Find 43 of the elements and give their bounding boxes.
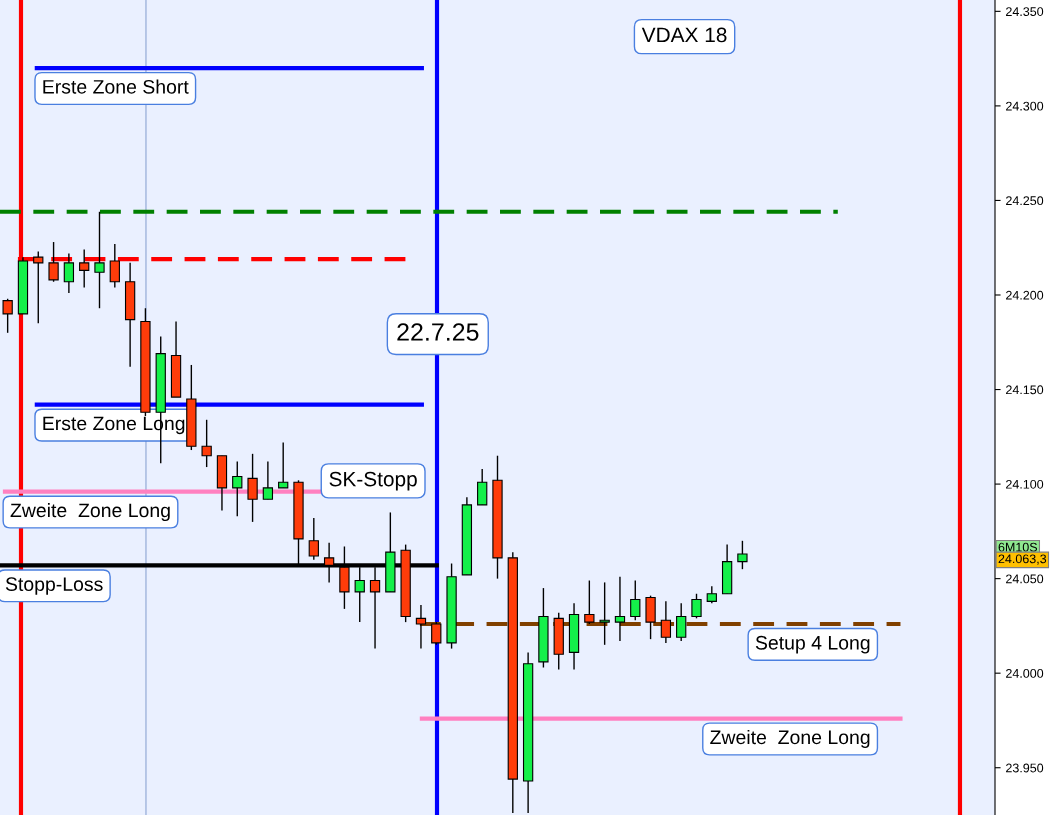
- candlestick: [109, 243, 120, 289]
- y-tick-label: 23.950: [1006, 763, 1044, 773]
- candlestick: [599, 581, 610, 646]
- candlestick: [415, 604, 427, 650]
- candlestick: [232, 460, 243, 517]
- annotation: 22.7.25: [397, 323, 479, 341]
- y-tick-label: 24.150: [1006, 385, 1044, 395]
- candlestick: [48, 241, 59, 283]
- candlestick: [201, 419, 212, 468]
- ref-line-label: Erste Zone Short: [43, 79, 189, 94]
- candlestick: [737, 540, 748, 570]
- candlestick: [94, 211, 105, 309]
- candlestick: [278, 441, 289, 489]
- candlestick: [63, 252, 75, 294]
- text: 6M10S: [998, 542, 1038, 552]
- candlestick: [308, 517, 319, 561]
- y-tick-label: 24.250: [1006, 196, 1044, 206]
- y-tick-label: 24.200: [1006, 290, 1044, 300]
- candlestick: [262, 460, 274, 500]
- text: 24.063,3: [998, 554, 1047, 565]
- candlestick: [79, 248, 90, 289]
- y-tick-label: 24.050: [1006, 574, 1044, 584]
- candlestick: [584, 579, 595, 625]
- annotation: VDAX 18: [641, 27, 727, 43]
- candlestick: [431, 621, 442, 646]
- ref-line-label: Zweite Zone Long: [10, 502, 170, 522]
- ref-line-label: Zweite Zone Long: [710, 729, 870, 749]
- ref-line-label: Stopp-Loss: [5, 577, 103, 595]
- candlestick: [247, 453, 258, 523]
- candlestick: [691, 593, 702, 620]
- candlestick: [2, 298, 13, 334]
- candlestick: [614, 576, 626, 642]
- candlestick: [33, 250, 44, 325]
- candlestick: [477, 468, 488, 506]
- ref-line-label: Setup 4 Long: [755, 635, 870, 654]
- y-tick-label: 24.000: [1006, 668, 1044, 678]
- y-tick-label: 24.300: [1006, 101, 1044, 111]
- candlestick: [660, 600, 672, 644]
- y-tick-label: 24.100: [1006, 479, 1044, 489]
- y-tick-label: 24.350: [1006, 7, 1044, 16]
- candlestick: [676, 602, 687, 642]
- annotation: SK-Stopp: [329, 471, 417, 491]
- candlestick: [630, 579, 641, 621]
